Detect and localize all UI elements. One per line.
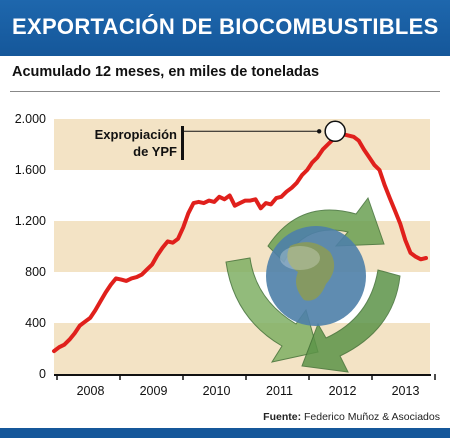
- recycle-arrow-right: [301, 269, 401, 373]
- y-tick-label: 1.600: [15, 163, 46, 177]
- annotation-text-line1: Expropiación: [95, 127, 177, 142]
- y-tick-label: 400: [25, 316, 46, 330]
- globe-land: [287, 242, 335, 301]
- grid-bands: [54, 119, 430, 374]
- x-tick-label: 2011: [266, 384, 293, 398]
- x-tick-label: 2012: [329, 384, 357, 398]
- x-axis-tick-marks: [56, 374, 436, 380]
- footer-bar: [0, 428, 450, 438]
- recycle-globe-illustration: [225, 196, 401, 373]
- y-tick-label: 0: [39, 367, 46, 381]
- peak-marker: [324, 120, 346, 143]
- globe-highlight: [280, 246, 320, 270]
- x-tick-label: 2008: [77, 384, 105, 398]
- y-axis-tick-labels: 0 400 800 1.200 1.600 2.000: [15, 112, 46, 381]
- x-tick-label: 2010: [203, 384, 231, 398]
- source-note: Fuente: Federico Muñoz & Asociados: [263, 411, 440, 423]
- y-tick-label: 800: [25, 265, 46, 279]
- x-tick-label: 2009: [140, 384, 168, 398]
- chart-subtitle: Acumulado 12 meses, en miles de tonelada…: [12, 64, 320, 80]
- chart-title: EXPORTACIÓN DE BIOCOMBUSTIBLES: [12, 14, 439, 39]
- y-tick-label: 2.000: [15, 112, 46, 126]
- annotation-text-line2: de YPF: [133, 144, 177, 159]
- series-line: [52, 132, 428, 354]
- annotation-expropiacion: Expropiación de YPF: [95, 126, 322, 160]
- grid-band: [54, 119, 430, 170]
- x-tick-label: 2013: [392, 384, 420, 398]
- source-label: Fuente:: [263, 411, 302, 423]
- y-tick-label: 1.200: [15, 214, 46, 228]
- annotation-dot: [316, 129, 322, 134]
- source-text: Federico Muñoz & Asociados: [304, 411, 440, 423]
- chart-header: EXPORTACIÓN DE BIOCOMBUSTIBLES: [0, 0, 450, 56]
- annotation-bar: [181, 126, 184, 160]
- x-axis-tick-labels: 2008 2009 2010 2011 2012 2013: [77, 384, 420, 398]
- subtitle-divider: [10, 91, 440, 92]
